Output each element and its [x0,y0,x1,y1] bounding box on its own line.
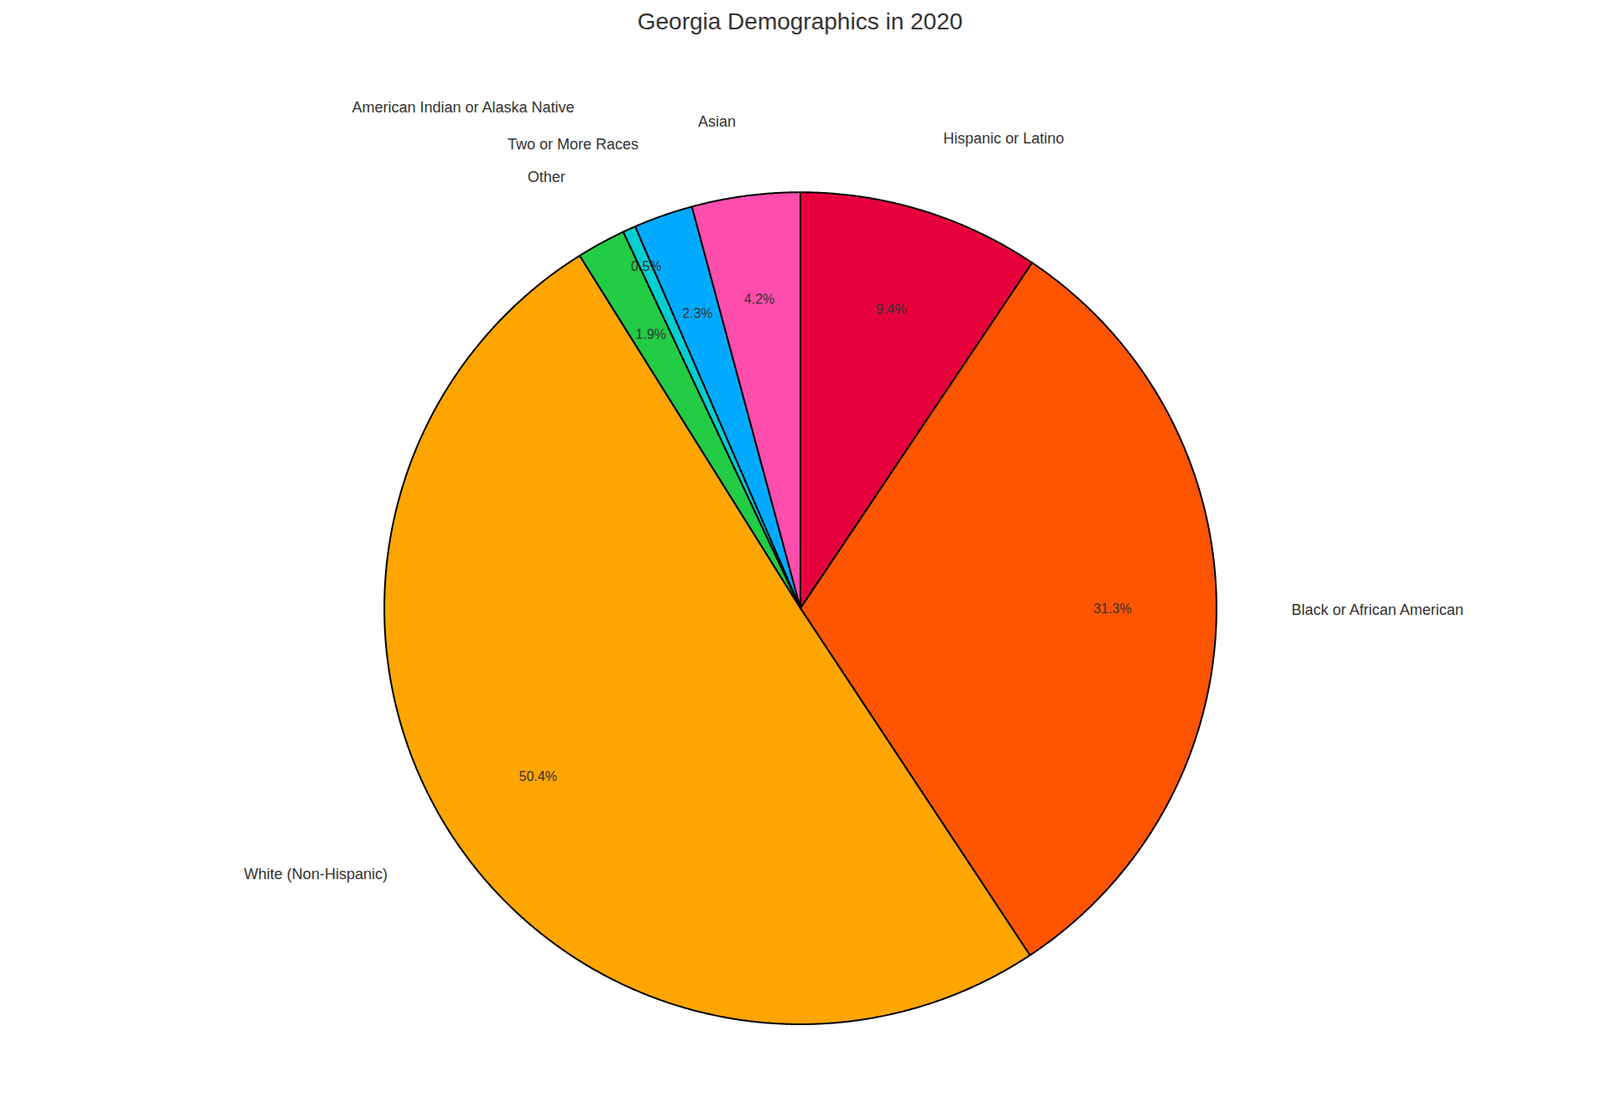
svg-text:0.5%: 0.5% [630,259,662,274]
svg-text:4.2%: 4.2% [744,291,775,307]
svg-text:50.4%: 50.4% [519,769,558,784]
html-text:Georgia Demographics in 2020: Georgia Demographics in 2020 [637,8,963,35]
svg-text:9.4%: 9.4% [875,302,907,317]
svg-text:White (Non-Hispanic): White (Non-Hispanic) [244,865,388,882]
svg-text:Asian: Asian [698,113,736,131]
svg-text:Black or African American: Black or African American [1291,601,1464,619]
svg-text:2.3%: 2.3% [682,306,713,321]
svg-text:31.3%: 31.3% [1093,601,1131,616]
svg-text:Hispanic or Latino: Hispanic or Latino [943,130,1064,147]
svg-text:Other: Other [527,168,566,186]
svg-text:American Indian or Alaska Nati: American Indian or Alaska Native [351,99,574,116]
svg-text:Two or More Races: Two or More Races [507,135,639,153]
svg-text:1.9%: 1.9% [635,327,667,342]
